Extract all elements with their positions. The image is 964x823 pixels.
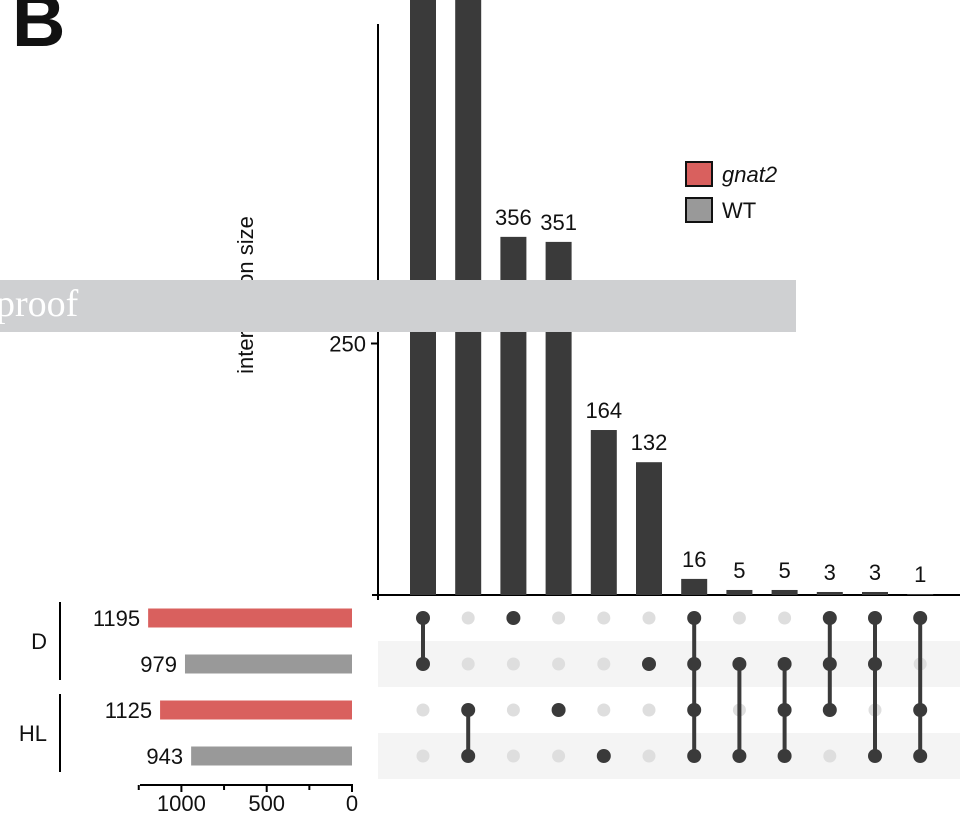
matrix-dot-inactive — [732, 611, 746, 625]
set-size-bar — [184, 654, 352, 674]
legend-label: WT — [722, 198, 756, 223]
matrix-dot-inactive — [506, 749, 520, 763]
matrix-dot-active — [732, 657, 747, 671]
matrix-dot-inactive — [461, 611, 475, 625]
bar-value-label: 132 — [631, 430, 668, 455]
y-tick-label: 250 — [329, 332, 366, 357]
matrix-dot-active — [822, 611, 837, 625]
matrix-dot-active — [777, 749, 792, 763]
matrix-dot-inactive — [597, 611, 611, 625]
bar-value-label: 351 — [540, 210, 577, 235]
matrix-dot-active — [913, 611, 928, 625]
matrix-dot-active — [868, 749, 882, 763]
set-size-label: 979 — [140, 652, 177, 677]
bar-value-label: 356 — [495, 205, 532, 230]
legend-swatch — [685, 197, 713, 223]
matrix-dot-inactive — [642, 703, 656, 717]
matrix-dot-active — [687, 611, 702, 625]
matrix-dot-inactive — [461, 657, 475, 671]
matrix-dot-active — [596, 749, 611, 763]
matrix-dot-inactive — [506, 657, 520, 671]
matrix-dot-active — [416, 611, 430, 625]
matrix-dot-inactive — [506, 703, 520, 717]
matrix-dot-active — [461, 749, 476, 763]
legend-label: gnat2 — [722, 162, 777, 187]
matrix-dot-active — [913, 749, 928, 763]
set-size-bar — [191, 746, 352, 766]
set-size-label: 1195 — [93, 606, 140, 631]
matrix-dot-active — [642, 657, 656, 671]
bar-value-label: 5 — [733, 558, 745, 583]
matrix-dot-active — [687, 749, 702, 763]
matrix-dot-inactive — [552, 657, 566, 671]
bar-value-label: 164 — [585, 398, 622, 423]
intersection-bar — [771, 589, 798, 595]
matrix-dot-active — [868, 611, 882, 625]
set-size-tick-label: 0 — [346, 791, 358, 816]
intersection-bar — [590, 430, 617, 595]
set-size-label: 943 — [146, 744, 183, 769]
matrix-dot-active — [913, 703, 928, 717]
intersection-bar — [907, 593, 934, 595]
watermark-text: proof — [0, 283, 79, 325]
matrix-dot-inactive — [552, 611, 566, 625]
matrix-dot-active — [687, 703, 702, 717]
intersection-bar — [636, 462, 662, 595]
intersection-bar — [726, 589, 753, 595]
set-size-bar — [148, 608, 352, 628]
matrix-dot-active — [551, 703, 566, 717]
matrix-dot-active — [777, 703, 792, 717]
matrix-dot-active — [461, 703, 476, 717]
matrix-dot-inactive — [597, 703, 611, 717]
matrix-dot-active — [687, 657, 702, 671]
matrix-dot-active — [777, 657, 792, 671]
bar-value-label: 3 — [869, 560, 881, 585]
matrix-dot-inactive — [416, 749, 430, 763]
intersection-bar — [862, 591, 888, 595]
matrix-dot-inactive — [778, 611, 792, 625]
matrix-dot-active — [868, 657, 882, 671]
bar-value-label: 16 — [682, 547, 706, 572]
matrix-dot-active — [416, 657, 430, 671]
matrix-dot-active — [822, 703, 837, 717]
intersection-bar — [816, 591, 843, 595]
bar-value-label: 1 — [914, 562, 926, 587]
matrix-dot-active — [506, 611, 521, 625]
group-label: D — [31, 629, 47, 654]
set-size-bar — [160, 700, 352, 720]
matrix-dot-inactive — [823, 749, 837, 763]
watermark-band: proof — [0, 280, 796, 332]
bar-value-label: 3 — [824, 560, 836, 585]
legend-swatch — [685, 161, 713, 187]
bar-value-label: 5 — [778, 558, 790, 583]
matrix-dot-active — [822, 657, 837, 671]
set-size-tick-label: 500 — [248, 791, 285, 816]
intersection-bar — [681, 578, 708, 595]
matrix-row-stripe — [378, 641, 960, 687]
matrix-dot-inactive — [642, 749, 656, 763]
group-label: HL — [19, 721, 47, 746]
matrix-dot-inactive — [642, 611, 656, 625]
matrix-dot-active — [732, 749, 747, 763]
matrix-dot-inactive — [416, 703, 430, 717]
matrix-dot-inactive — [552, 749, 566, 763]
matrix-dot-inactive — [597, 657, 611, 671]
panel-label: B — [12, 0, 66, 62]
set-size-tick-label: 1000 — [157, 791, 206, 816]
set-size-label: 1125 — [105, 698, 152, 723]
